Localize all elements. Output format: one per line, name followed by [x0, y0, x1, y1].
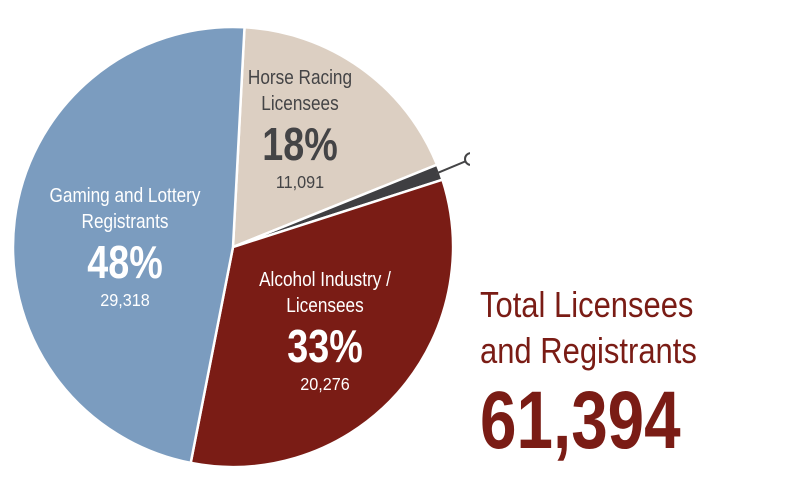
- total-value: 61,394: [480, 375, 681, 466]
- slice-label-alcohol-industry-line-2: Licensees: [286, 294, 363, 317]
- pie-slice-alcohol-industry: [189, 178, 455, 469]
- pie-slice-horse-racing: [231, 26, 439, 249]
- slice-label-horse-racing-line-2: Licensees: [261, 92, 338, 115]
- slice-label-gaming-and-lottery-line-1: Gaming and Lottery: [50, 184, 202, 207]
- slice-percent-gaming-and-lottery: 48%: [87, 236, 162, 287]
- slice-percent-horse-racing: 18%: [262, 118, 337, 169]
- slice-count-horse-racing: 11,091: [276, 172, 324, 192]
- slice-label-alcohol-industry-line-1: Alcohol Industry /: [259, 268, 392, 291]
- slice-percent-alcohol-industry: 33%: [287, 320, 362, 371]
- pie-chart: Horse RacingLicensees18%11,091Cannabis1%…: [11, 25, 470, 469]
- slice-count-alcohol-industry: 20,276: [300, 374, 350, 394]
- slice-label-gaming-and-lottery-line-2: Registrants: [82, 210, 169, 233]
- total-title-line-2: and Registrants: [480, 330, 697, 371]
- slice-count-gaming-and-lottery: 29,318: [100, 290, 150, 310]
- total-summary: Total Licensees and Registrants 61,394: [480, 282, 790, 466]
- pie-slice-gaming-and-lottery: [11, 25, 246, 465]
- cannabis-leader-dot: [464, 152, 470, 166]
- slice-label-horse-racing-line-1: Horse Racing: [248, 66, 352, 89]
- total-title-line-1: Total Licensees: [480, 284, 694, 325]
